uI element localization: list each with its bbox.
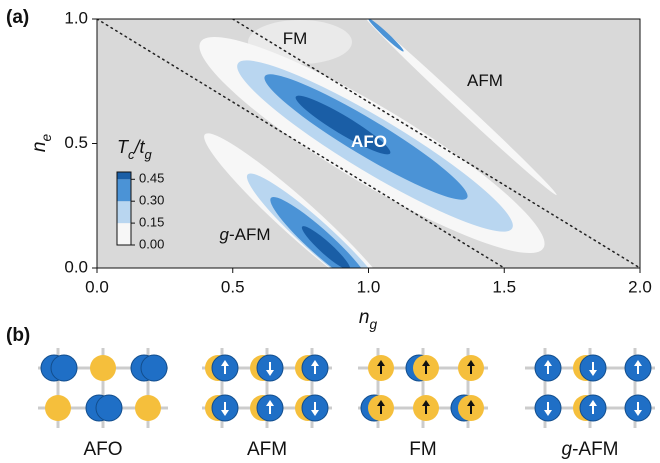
colorbar-label-part: g — [145, 147, 153, 162]
colorbar-tick-label: 0.45 — [139, 171, 164, 186]
site — [90, 355, 116, 381]
order-label: AFO — [83, 439, 122, 460]
colorbar-tick-label: 0.30 — [139, 193, 164, 208]
colorbar-band — [117, 179, 131, 201]
order-label-part: AFM — [247, 439, 287, 460]
order-label: FM — [409, 439, 436, 460]
site — [96, 395, 122, 421]
annotation: AFO — [351, 132, 387, 151]
figure: (a) (b) 0.00.51.01.52.00.00.51.0ngne0.00… — [0, 0, 660, 463]
x-axis-label-part: g — [369, 317, 377, 332]
colorbar-band — [117, 201, 131, 223]
order-label: AFM — [247, 439, 287, 460]
y-tick-label: 0.5 — [64, 133, 88, 152]
order-label-part: g — [561, 439, 572, 460]
x-tick-label: 2.0 — [628, 277, 652, 296]
y-axis-label-part: n — [29, 142, 50, 153]
x-tick-label: 0.0 — [85, 277, 109, 296]
panel-label: (a) — [6, 7, 29, 28]
order-label-part: FM — [409, 439, 436, 460]
site — [141, 355, 167, 381]
colorbar-band — [117, 172, 131, 179]
annotation: AFM — [467, 71, 503, 90]
annotation-part: FM — [283, 29, 308, 48]
panel-label: (b) — [6, 325, 30, 346]
colorbar-tick-label: 0.15 — [139, 215, 164, 230]
schematics: AFO AFM FM g-AFM — [38, 348, 655, 460]
x-tick-label: 1.5 — [492, 277, 516, 296]
annotation-part: AFO — [351, 132, 387, 151]
order-label: g-AFM — [561, 439, 618, 460]
colorbar-tick-label: 0.00 — [139, 236, 164, 251]
x-tick-label: 1.0 — [357, 277, 381, 296]
annotation-part: AFM — [467, 71, 503, 90]
y-axis-label-part: e — [39, 134, 54, 142]
site — [51, 355, 77, 381]
annotation: FM — [283, 29, 308, 48]
site — [45, 395, 71, 421]
x-axis-label-part: n — [359, 307, 370, 328]
annotation: g-AFM — [219, 225, 270, 244]
site — [135, 395, 161, 421]
order-label-part: -AFM — [572, 439, 618, 460]
colorbar-band — [117, 223, 131, 245]
annotation-part: -AFM — [229, 225, 271, 244]
x-axis-label: ng — [359, 307, 378, 332]
x-tick-label: 0.5 — [221, 277, 245, 296]
y-tick-label: 0.0 — [64, 257, 88, 276]
y-tick-label: 1.0 — [64, 8, 88, 27]
order-label-part: AFO — [83, 439, 122, 460]
y-axis-label: ne — [29, 134, 54, 153]
